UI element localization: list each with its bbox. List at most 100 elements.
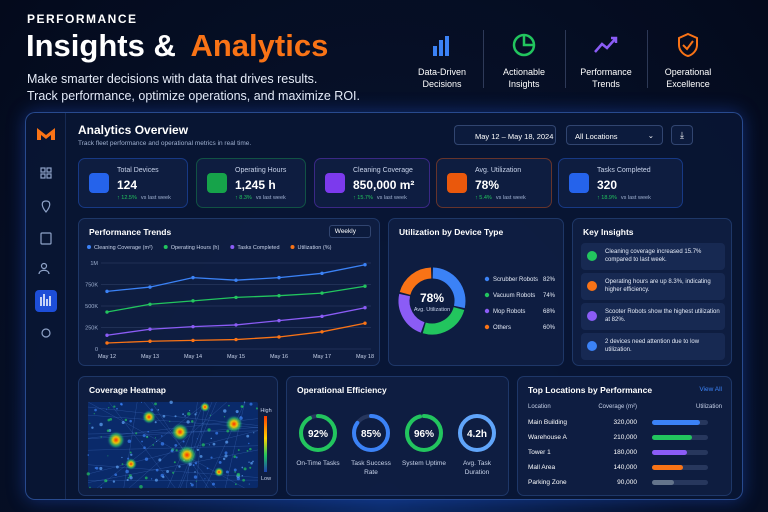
dot [186,420,190,424]
location-select[interactable]: All Locations ⌄ [566,125,663,145]
x-tick-label: May 12 [98,354,116,360]
utilization-bar [652,420,700,425]
gauge-value: 85% [361,429,381,440]
dot [194,471,196,473]
data-point [277,275,281,280]
kpi-icon [207,173,227,193]
view-all[interactable]: View All [699,386,722,393]
dot [170,449,174,453]
dot [135,432,138,435]
utilization-panel: Utilization by Device Type Scrubber Robot… [388,218,564,366]
data-point [363,306,367,310]
gauge-caption: System Uptime [401,460,447,467]
legend-swatch [484,276,490,282]
kpi-note: vs last week [140,195,171,201]
graphic [433,36,449,56]
dot [194,413,197,416]
dot [112,480,116,483]
legend-label: Scrubber Robots [493,277,538,283]
data-point [234,337,238,342]
icon [439,40,443,56]
location-name: Parking Zone [528,479,567,486]
location-coverage: 320,000 [613,419,638,426]
subtitle-line: Track performance, optimize operations, … [27,89,360,103]
dot [91,426,94,429]
insight-text: Scooter Robots show the highest utilizat… [605,309,720,323]
kicker: PERFORMANCE [27,12,138,26]
dot [228,404,230,407]
graphic [594,36,618,53]
chevron: ⌄ [647,131,654,140]
utilization-bar [652,465,683,470]
dot [104,479,108,483]
gauge-arc [405,414,443,452]
dot [253,432,255,434]
subtitle: Make smarter decisions with data that dr… [27,71,360,105]
dot [89,422,91,424]
street [108,401,176,489]
divider [565,30,566,88]
nav-icons [38,167,52,338]
dot [194,461,198,465]
dot [204,478,206,480]
utilization-bar [652,435,693,440]
dot [192,464,195,467]
panel-title: Performance Trends [89,227,172,237]
nav-active[interactable] [35,290,57,312]
icon [40,294,51,306]
kpi-label: Avg. Utilization [475,167,522,174]
dot [154,421,157,424]
dot [124,418,128,422]
subtitle-line: Make smarter decisions with data that dr… [27,72,318,86]
kpi-value: 78% [475,178,500,192]
dot [215,431,219,435]
kpi-icon [89,173,109,193]
street [87,445,259,451]
dot [141,440,143,443]
data-point [277,335,281,339]
dot [154,478,158,482]
legend-swatch [290,245,295,249]
dot [147,430,149,433]
feature-label: Actionable Insights [502,67,546,89]
dot [121,456,123,459]
street [128,401,228,489]
dot [249,402,253,406]
dashboard-subtitle: Track fleet performance and operational … [78,140,252,147]
column-header: Utilization [695,404,722,410]
location-coverage: 90,000 [617,479,637,486]
dot [234,483,237,486]
icon [522,35,534,47]
location-name: Warehouse A [528,434,567,441]
gauge-value: 4.2h [467,429,487,440]
dot [144,476,148,480]
dot [105,408,107,410]
dot [172,471,175,474]
kpi-card: Avg. Utilization 78% ↑ 5.4% vs last week [436,158,552,208]
y-tick-label: 500K [85,304,98,310]
period-select[interactable]: Weekly [328,225,371,238]
icon [40,167,46,173]
data-point [320,271,324,276]
dot [241,475,244,477]
date-picker[interactable]: May 12 – May 18, 2024 [454,125,556,145]
dot [146,435,148,437]
download-button[interactable]: ⤓ [671,125,693,145]
kpi-note: vs last week [376,195,407,201]
features: Data-Driven Decisions Actionable Insights… [400,28,730,94]
kpi-icon [447,173,467,193]
hotspot [171,423,189,441]
icon [41,200,51,213]
kpi-change-row: ↑ 8.3% vs last week [235,195,286,201]
dot [248,442,250,445]
dot [223,416,226,418]
value-label: 82% [543,277,556,283]
y-tick-label: 0 [95,347,98,353]
dot [143,446,146,450]
dot [174,444,178,447]
kpi-card: Total Devices 124 ↑ 12.5% vs last week [78,158,188,208]
kpi-card: Tasks Completed 320 ↑ 18.9% vs last week [558,158,683,208]
dot [195,480,197,482]
dot [218,460,222,464]
y-tick-label: 750K [85,283,98,289]
